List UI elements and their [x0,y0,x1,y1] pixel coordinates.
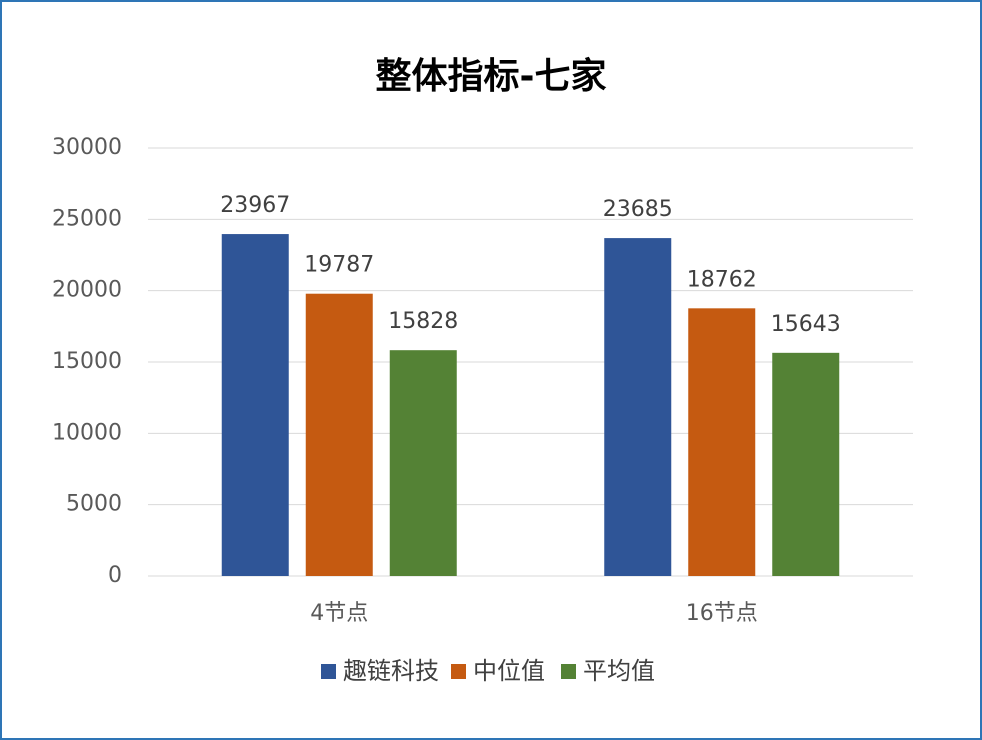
value-label: 18762 [687,267,757,292]
value-label: 15828 [388,309,458,334]
value-label: 23685 [603,197,673,222]
y-tick-label: 15000 [52,349,122,374]
bar [772,352,840,576]
x-tick-label: 16节点 [686,601,758,626]
value-label: 23967 [220,193,290,218]
legend-label: 平均值 [583,657,655,685]
y-tick-label: 30000 [52,135,122,160]
bar [305,293,373,576]
y-tick-label: 25000 [52,206,122,231]
legend-swatch [561,664,576,679]
value-label: 19787 [304,253,374,278]
bar [688,308,756,576]
legend-swatch [321,664,336,679]
value-label: 15643 [771,312,841,337]
bar [604,238,672,576]
chart-title: 整体指标-七家 [376,56,607,97]
legend-label: 趣链科技 [343,657,439,685]
x-tick-label: 4节点 [310,601,368,626]
legend-swatch [451,664,466,679]
bar [221,234,289,576]
y-tick-label: 10000 [52,420,122,445]
y-tick-label: 0 [108,563,122,588]
y-tick-label: 20000 [52,278,122,303]
bar [389,350,457,576]
legend-label: 中位值 [473,657,545,685]
y-tick-label: 5000 [66,492,122,517]
